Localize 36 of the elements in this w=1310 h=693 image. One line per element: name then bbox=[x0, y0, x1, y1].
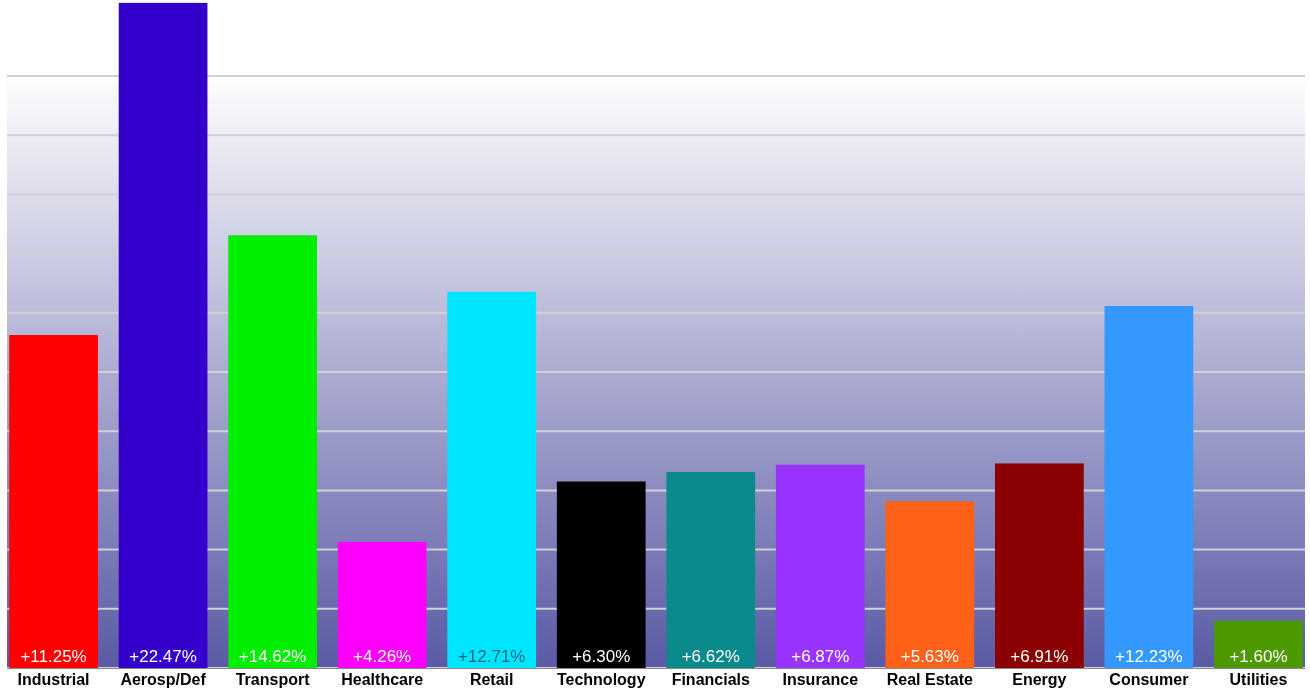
bar bbox=[447, 291, 537, 668]
x-tick-label: Retail bbox=[469, 671, 514, 689]
data-label: +12.23% bbox=[1115, 647, 1183, 666]
data-label: +6.30% bbox=[572, 647, 631, 666]
x-tick-label: Energy bbox=[1012, 671, 1067, 689]
data-label: +22.47% bbox=[129, 647, 197, 666]
bar bbox=[337, 541, 427, 668]
x-tick-label: Financials bbox=[671, 671, 750, 689]
data-label: +4.26% bbox=[353, 647, 412, 666]
data-label: +6.87% bbox=[791, 647, 850, 666]
x-tick-label: Technology bbox=[556, 671, 646, 689]
bar bbox=[118, 2, 208, 668]
x-tick-label: Utilities bbox=[1229, 671, 1288, 689]
data-label: +12.71% bbox=[457, 647, 526, 666]
data-label: +6.91% bbox=[1010, 647, 1069, 666]
data-label: +14.62% bbox=[238, 647, 307, 666]
bar bbox=[775, 464, 865, 668]
bar bbox=[885, 501, 975, 668]
bar bbox=[556, 481, 646, 668]
x-tick-label: Aerosp/Def bbox=[120, 671, 207, 689]
bar bbox=[995, 463, 1084, 668]
x-tick-label: Transport bbox=[235, 671, 311, 689]
data-label: +11.25% bbox=[20, 647, 87, 666]
bar bbox=[1104, 305, 1194, 668]
x-tick-label: Healthcare bbox=[341, 671, 424, 689]
x-tick-label: Industrial bbox=[17, 671, 90, 689]
data-label: +5.63% bbox=[900, 647, 959, 666]
x-tick-label: Insurance bbox=[782, 671, 859, 689]
bar bbox=[1214, 620, 1303, 668]
bar bbox=[9, 335, 98, 668]
data-label: +6.62% bbox=[681, 647, 740, 666]
x-tick-label: Real Estate bbox=[886, 671, 974, 689]
data-label: +1.60% bbox=[1229, 647, 1288, 666]
bar bbox=[228, 235, 317, 668]
x-tick-label: Consumer bbox=[1109, 671, 1189, 689]
bar bbox=[666, 472, 756, 668]
